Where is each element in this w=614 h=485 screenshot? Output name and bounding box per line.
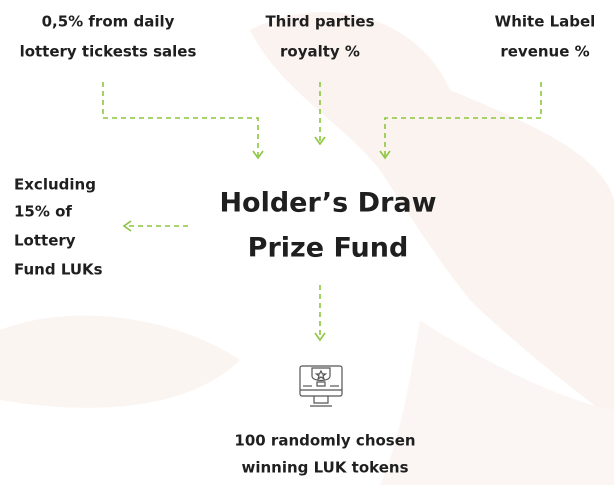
center-title: Prize Fund xyxy=(248,233,409,264)
trophy-icon xyxy=(300,366,342,406)
exclusion-text: 15% of xyxy=(14,203,72,221)
result-text: winning LUK tokens xyxy=(241,459,408,477)
source-text: royalty % xyxy=(280,43,360,61)
diagram: 0,5% from daily lottery tickests sales T… xyxy=(0,0,614,485)
source-text: 0,5% from daily xyxy=(42,13,175,31)
exclusion-text: Lottery xyxy=(14,232,76,250)
source-text: White Label xyxy=(495,13,596,31)
source-text: revenue % xyxy=(500,43,589,61)
result-text: 100 randomly chosen xyxy=(234,432,415,450)
center-title: Holder’s Draw xyxy=(219,188,436,219)
source-text: Third parties xyxy=(265,13,374,31)
exclusion-text: Fund LUKs xyxy=(14,261,103,279)
source-text: lottery tickests sales xyxy=(20,43,197,61)
exclusion-text: Excluding xyxy=(14,176,96,194)
arrow xyxy=(103,82,258,156)
